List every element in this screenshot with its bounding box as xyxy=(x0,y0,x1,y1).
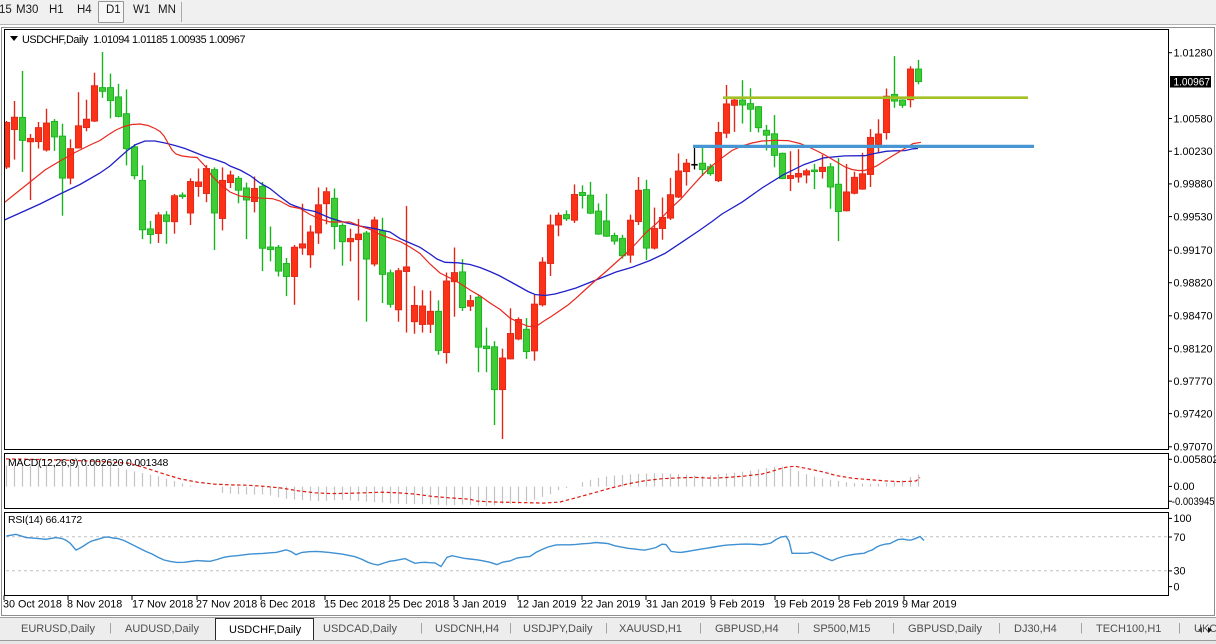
svg-text:8 Nov 2018: 8 Nov 2018 xyxy=(67,599,122,611)
svg-text:-0.003945: -0.003945 xyxy=(1172,496,1215,508)
svg-text:0.99880: 0.99880 xyxy=(1174,179,1213,191)
svg-text:0.97770: 0.97770 xyxy=(1174,376,1213,388)
svg-text:30 Oct 2018: 30 Oct 2018 xyxy=(3,599,62,611)
svg-text:0.98120: 0.98120 xyxy=(1174,343,1213,355)
svg-text:25 Dec 2018: 25 Dec 2018 xyxy=(388,599,449,611)
svg-text:28 Feb 2019: 28 Feb 2019 xyxy=(838,599,899,611)
svg-text:6 Dec 2018: 6 Dec 2018 xyxy=(260,599,315,611)
svg-text:1.00230: 1.00230 xyxy=(1174,146,1213,158)
svg-text:19 Feb 2019: 19 Feb 2019 xyxy=(774,599,835,611)
svg-text:9 Feb 2019: 9 Feb 2019 xyxy=(710,599,765,611)
svg-text:15 Dec 2018: 15 Dec 2018 xyxy=(324,599,385,611)
svg-text:0.99170: 0.99170 xyxy=(1174,245,1213,257)
svg-text:0.00: 0.00 xyxy=(1174,481,1195,493)
svg-text:31 Jan 2019: 31 Jan 2019 xyxy=(646,599,705,611)
svg-text:70: 70 xyxy=(1174,532,1186,544)
svg-text:27 Nov 2018: 27 Nov 2018 xyxy=(196,599,257,611)
svg-text:1.01280: 1.01280 xyxy=(1174,48,1213,60)
svg-text:0: 0 xyxy=(1174,581,1180,593)
svg-text:3 Jan 2019: 3 Jan 2019 xyxy=(453,599,506,611)
svg-text:0.005802: 0.005802 xyxy=(1174,454,1216,466)
svg-text:1.00967: 1.00967 xyxy=(1174,77,1211,89)
svg-text:0.97070: 0.97070 xyxy=(1174,442,1213,454)
svg-text:0.98470: 0.98470 xyxy=(1174,311,1213,323)
svg-text:1.00580: 1.00580 xyxy=(1174,113,1213,125)
svg-text:30: 30 xyxy=(1174,566,1186,578)
svg-text:0.99530: 0.99530 xyxy=(1174,211,1213,223)
svg-text:17 Nov 2018: 17 Nov 2018 xyxy=(132,599,193,611)
svg-text:9 Mar 2019: 9 Mar 2019 xyxy=(902,599,957,611)
svg-text:12 Jan 2019: 12 Jan 2019 xyxy=(517,599,576,611)
svg-text:22 Jan 2019: 22 Jan 2019 xyxy=(581,599,640,611)
svg-text:0.97420: 0.97420 xyxy=(1174,408,1213,420)
svg-text:0.98820: 0.98820 xyxy=(1174,278,1213,290)
svg-text:100: 100 xyxy=(1174,513,1192,525)
